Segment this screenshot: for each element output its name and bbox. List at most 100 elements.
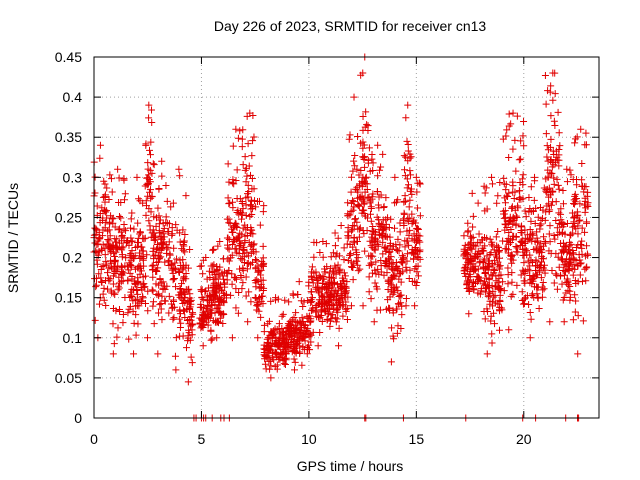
data-point (540, 285, 548, 293)
data-point (177, 290, 185, 298)
data-point (520, 277, 528, 285)
data-point (332, 318, 340, 326)
data-point (128, 275, 136, 283)
data-point (99, 214, 107, 222)
data-point (481, 242, 489, 250)
data-point (326, 292, 334, 300)
data-point (501, 220, 509, 228)
data-point (171, 259, 179, 267)
data-point (491, 320, 499, 328)
y-tick-label: 0.1 (63, 330, 83, 346)
data-point (340, 244, 348, 252)
x-tick-label: 15 (409, 431, 425, 447)
data-point (252, 248, 260, 256)
data-point (227, 291, 235, 299)
data-point (386, 256, 394, 264)
data-point (504, 192, 512, 200)
data-point (465, 240, 473, 248)
data-point (254, 268, 262, 276)
data-point (295, 278, 303, 286)
data-point (267, 297, 275, 305)
data-point (157, 305, 165, 313)
data-point (161, 285, 169, 293)
data-point (576, 256, 584, 264)
data-point (151, 251, 159, 259)
data-point (181, 248, 189, 256)
data-point (526, 225, 534, 233)
data-point (138, 297, 146, 305)
data-point (389, 266, 397, 274)
data-point (494, 258, 502, 266)
data-point (537, 220, 545, 228)
data-point (120, 225, 128, 233)
data-point (491, 266, 499, 274)
data-point (203, 305, 211, 313)
data-point (347, 188, 355, 196)
data-point (519, 132, 527, 140)
data-point (293, 344, 301, 352)
data-point (189, 320, 197, 328)
data-point (127, 215, 135, 223)
data-point (126, 303, 134, 311)
data-point (354, 254, 362, 262)
data-point (125, 241, 133, 249)
data-point (238, 285, 246, 293)
data-point (538, 254, 546, 262)
data-point (348, 227, 356, 235)
data-point (561, 268, 569, 276)
data-point (241, 166, 249, 174)
data-point (172, 283, 180, 291)
data-point (403, 266, 411, 274)
data-point (100, 207, 108, 215)
data-point (272, 350, 280, 358)
data-point (119, 310, 127, 318)
data-point (291, 358, 299, 366)
data-point (497, 286, 505, 294)
data-point (335, 324, 343, 332)
data-point (236, 241, 244, 249)
data-point (184, 264, 192, 272)
data-point (389, 290, 397, 298)
data-point (111, 223, 119, 231)
data-point (406, 167, 414, 175)
data-point (155, 229, 163, 237)
data-point (180, 293, 188, 301)
data-point (354, 202, 362, 210)
data-point (507, 217, 515, 225)
data-point (557, 216, 565, 224)
data-point (172, 265, 180, 273)
data-point (581, 141, 589, 149)
data-point (313, 283, 321, 291)
data-point (373, 285, 381, 293)
data-point (147, 208, 155, 216)
data-point (483, 350, 491, 358)
data-point (361, 153, 369, 161)
data-point (569, 316, 577, 324)
data-point (377, 256, 385, 264)
data-point (148, 193, 156, 201)
data-point (155, 281, 163, 289)
data-point (382, 232, 390, 240)
data-point (163, 197, 171, 205)
data-point (525, 193, 533, 201)
data-point (248, 174, 256, 182)
data-point (465, 310, 473, 318)
data-point (249, 230, 257, 238)
data-point (505, 110, 513, 118)
data-point (298, 361, 306, 369)
data-point (395, 275, 403, 283)
data-point (350, 157, 358, 165)
data-point (128, 237, 136, 245)
data-point (237, 240, 245, 248)
data-point (239, 161, 247, 169)
data-point (486, 297, 494, 305)
data-point (380, 225, 388, 233)
data-point (106, 244, 114, 252)
data-point (144, 159, 152, 167)
data-point (394, 287, 402, 295)
data-point (394, 322, 402, 330)
data-point (111, 253, 119, 261)
data-point (207, 336, 215, 344)
data-point (112, 248, 120, 256)
data-point (299, 343, 307, 351)
